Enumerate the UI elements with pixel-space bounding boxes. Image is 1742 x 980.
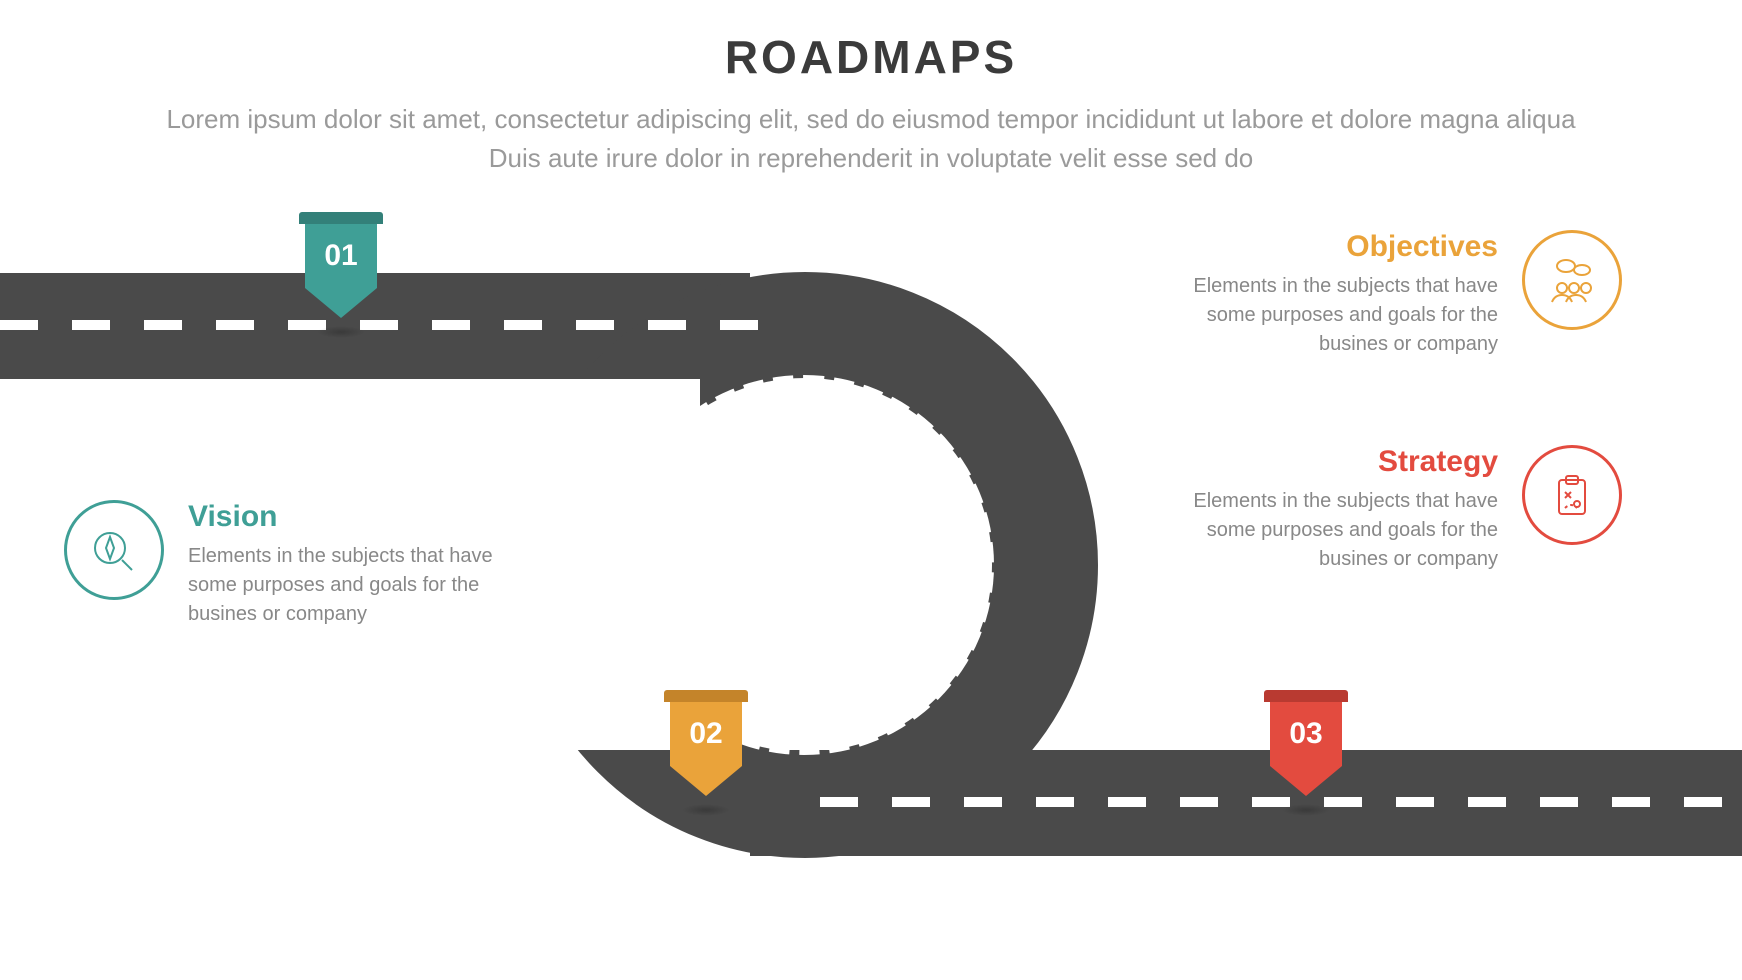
card-heading-strategy: Strategy [1378,445,1498,479]
marker-tab [664,690,748,702]
team-chat-icon [1544,252,1600,308]
page-title: ROADMAPS [0,30,1742,84]
card-heading-vision: Vision [188,500,498,534]
card-objectives: Objectives Elements in the subjects that … [1188,230,1622,359]
page-subtitle: Lorem ipsum dolor sit amet, consectetur … [140,100,1602,178]
card-strategy: Strategy Elements in the subjects that ha… [1188,445,1622,574]
marker-tab [299,212,383,224]
marker-tip [305,288,377,318]
roadmap-marker-02: 02 [664,690,748,816]
roadmap-marker-03: 03 [1264,690,1348,816]
marker-number: 03 [1270,702,1342,766]
card-heading-objectives: Objectives [1346,230,1498,264]
marker-shadow [317,326,365,338]
roadmap-marker-01: 01 [299,212,383,338]
marker-shadow [682,804,730,816]
card-vision: Vision Elements in the subjects that have… [64,500,498,629]
marker-shadow [1282,804,1330,816]
road-top-centerline [0,320,780,330]
card-desc-objectives: Elements in the subjects that have some … [1188,272,1498,359]
marker-tab [1264,690,1348,702]
marker-tip [670,766,742,796]
strategy-icon-ring [1522,445,1622,545]
clipboard-play-icon [1547,470,1597,520]
objectives-icon-ring [1522,230,1622,330]
vision-icon-ring [64,500,164,600]
card-desc-vision: Elements in the subjects that have some … [188,542,498,629]
card-desc-strategy: Elements in the subjects that have some … [1188,487,1498,574]
marker-number: 01 [305,224,377,288]
marker-number: 02 [670,702,742,766]
marker-tip [1270,766,1342,796]
compass-icon [88,524,140,576]
